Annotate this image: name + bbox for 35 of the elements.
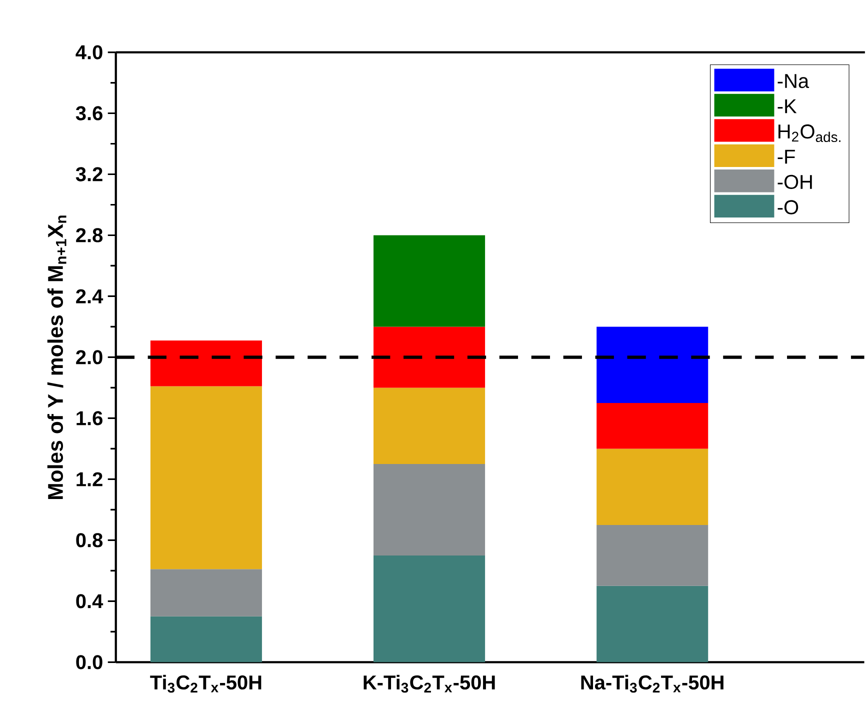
legend-label: -OH bbox=[778, 174, 812, 189]
bar bbox=[150, 616, 262, 662]
y-tick-label: 1.6 bbox=[76, 411, 102, 426]
y-axis-title: Moles of Y / moles of M$_{n+1}$X$_{n}$ bbox=[47, 216, 66, 499]
legend-label: -O bbox=[778, 200, 798, 214]
bar bbox=[374, 388, 486, 464]
bar bbox=[150, 340, 262, 386]
y-tick-label: 3.6 bbox=[76, 106, 102, 120]
bar bbox=[150, 386, 262, 570]
bar bbox=[596, 402, 708, 449]
bar bbox=[374, 555, 486, 662]
x-tick-label: Na-Ti$_{3}$C$_{2}$T$_{x}$-50H bbox=[581, 674, 724, 693]
y-tick-label: 0.8 bbox=[76, 533, 103, 548]
x-tick-label: K-Ti$_{3}$C$_{2}$T$_{x}$-50H bbox=[364, 674, 495, 693]
bar bbox=[596, 326, 708, 403]
legend-label: -Na bbox=[778, 74, 810, 88]
y-tick-label: 0.0 bbox=[76, 655, 102, 670]
y-tick-label: 2.8 bbox=[76, 228, 103, 242]
y-tick-label: 3.2 bbox=[76, 167, 102, 182]
y-tick-label: 1.2 bbox=[76, 472, 102, 486]
bar bbox=[596, 586, 708, 662]
bar bbox=[596, 448, 708, 525]
bar bbox=[374, 464, 486, 556]
legend-label: H$_{2}$O$_{ads.}$ bbox=[778, 124, 840, 142]
bar bbox=[150, 569, 262, 616]
y-tick-label: 4.0 bbox=[76, 45, 102, 60]
bar bbox=[596, 524, 708, 586]
y-tick-label: 2.0 bbox=[76, 350, 102, 364]
legend-label: -F bbox=[778, 150, 795, 164]
y-tick-label: 0.4 bbox=[76, 594, 104, 608]
bar bbox=[374, 326, 486, 388]
y-tick-label: 2.4 bbox=[76, 289, 104, 304]
legend-label: -K bbox=[778, 99, 797, 114]
bar bbox=[374, 235, 486, 327]
x-tick-label: Ti$_{3}$C$_{2}$T$_{x}$-50H bbox=[150, 674, 262, 693]
